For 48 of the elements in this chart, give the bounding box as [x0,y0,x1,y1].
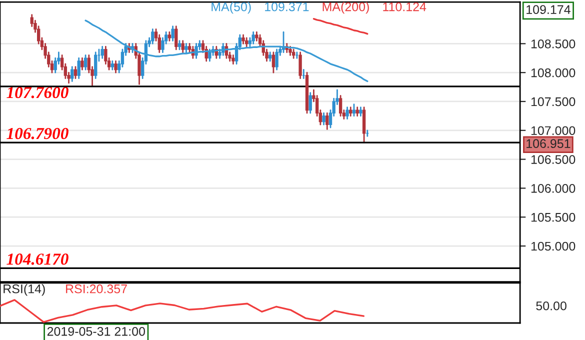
ref-line-label: 107.7600 [6,86,68,98]
y-tick-label: 106.000 [531,184,576,193]
candlestick [352,104,356,117]
candlestick [100,46,104,59]
candlestick [326,112,329,130]
candlestick [181,40,184,54]
y-tick-label: 105.000 [531,242,576,251]
candlestick [252,31,255,44]
y-tick-label: 107.500 [531,97,576,106]
candlestick [94,52,98,80]
text: 50.00 [536,301,566,310]
y-tick-label: 108.500 [531,39,576,48]
candlestick [70,66,74,82]
y-tick-label: 105.500 [531,212,576,222]
candlestick [151,28,154,44]
candlestick [298,52,302,80]
candlestick [338,95,342,117]
candlestick [171,26,174,42]
text: MA(50) [212,2,251,14]
line-series [312,18,368,35]
ref-line-label: 104.6170 [6,254,68,265]
text: 109.174 [526,5,570,14]
candlestick [308,92,312,114]
series-label: RSI:20.357 [66,284,127,294]
y-tick-label: 106.500 [531,155,576,164]
line-series [84,20,368,82]
candlestick [84,54,88,70]
candlestick [74,66,78,80]
candlestick [346,106,349,120]
text: 110.124 [383,2,426,12]
text: 2019-05-31 21:00 [47,326,146,336]
y-tick-label: 108.000 [531,68,576,78]
candlestick [114,60,118,74]
candlestick [194,42,198,59]
annotation: 109.371 [265,2,309,12]
chart-title: RSI(14) [4,284,45,296]
candlestick [208,48,212,62]
candlestick [272,52,276,74]
candlestick [174,26,178,50]
text: 106.951 [526,139,570,148]
candlestick [80,57,84,70]
candlestick [275,48,278,70]
candlestick [362,106,366,144]
series-label: MA(200) [322,2,369,14]
candlestick [77,57,80,80]
ref-line-label: 106.7900 [6,128,68,140]
y-tick-label: 107.000 [531,126,576,136]
candlestick [322,112,326,126]
